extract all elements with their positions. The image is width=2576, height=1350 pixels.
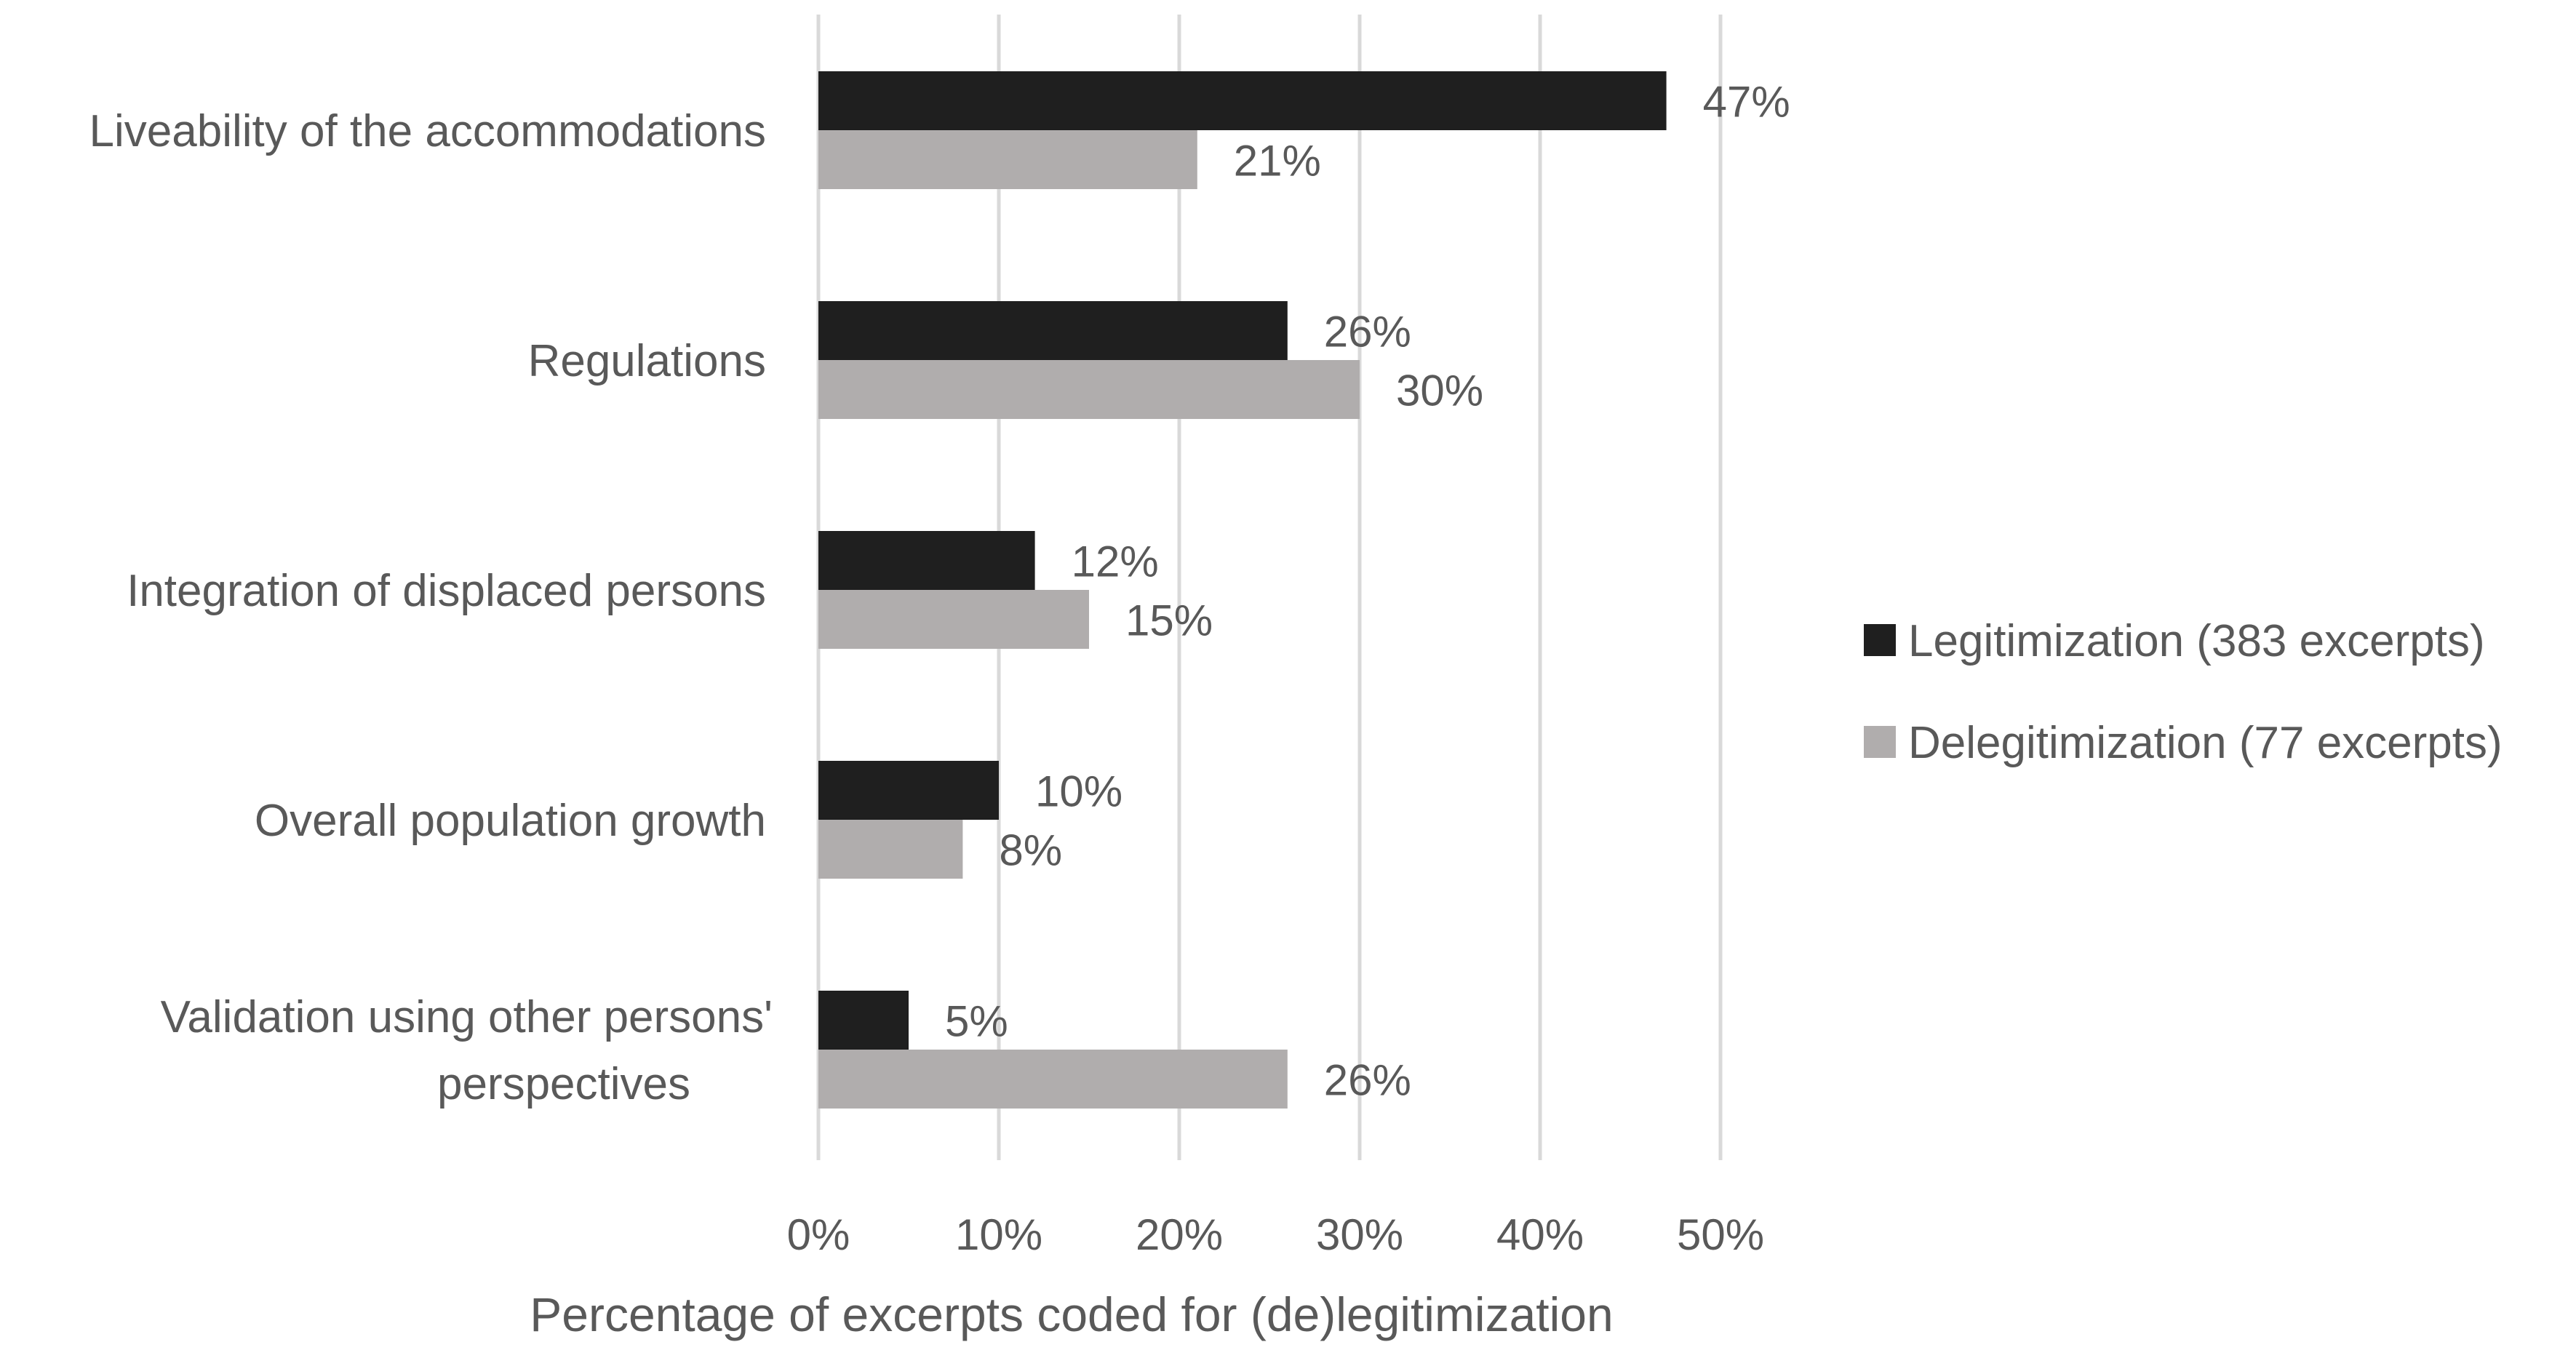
data-label: 26% <box>1324 1056 1411 1105</box>
bar-legitimization-1 <box>818 301 1288 360</box>
data-label: 5% <box>945 997 1008 1046</box>
x-tick-label: 10% <box>955 1210 1042 1259</box>
data-label: 10% <box>1035 767 1122 816</box>
bar-legitimization-2 <box>818 531 1035 590</box>
x-tick-label: 40% <box>1496 1210 1584 1259</box>
bar-legitimization-4 <box>818 991 909 1050</box>
bar-legitimization-3 <box>818 761 999 820</box>
category-label: Integration of displaced persons <box>127 566 766 616</box>
data-labels: 47% 21% 26% 30% 12% 15% 10% 8% 5% 26% <box>945 78 1790 1105</box>
x-tick-label: 0% <box>787 1210 850 1259</box>
x-tick-labels: 0% 10% 20% 30% 40% 50% <box>787 1210 1764 1259</box>
legend-swatch-legitimization <box>1864 624 1896 656</box>
data-label: 47% <box>1703 78 1790 127</box>
x-tick-label: 20% <box>1136 1210 1223 1259</box>
gridlines <box>816 15 1723 1160</box>
category-label: Regulations <box>528 336 766 386</box>
data-label: 21% <box>1234 137 1321 185</box>
bars <box>818 71 1667 1109</box>
bar-delegitimization-0 <box>818 130 1197 189</box>
legend-swatch-delegitimization <box>1864 726 1896 758</box>
legend: Legitimization (383 excerpts) Delegitimiz… <box>1864 616 2503 768</box>
x-tick-label: 30% <box>1316 1210 1403 1259</box>
category-labels: Liveability of the accommodations Regulat… <box>89 106 773 1109</box>
x-axis-title: Percentage of excerpts coded for (de)leg… <box>530 1287 1613 1341</box>
data-label: 30% <box>1396 367 1483 415</box>
legend-label: Legitimization (383 excerpts) <box>1908 616 2485 666</box>
bar-delegitimization-1 <box>818 360 1360 419</box>
data-label: 8% <box>999 826 1062 875</box>
bar-delegitimization-4 <box>818 1050 1288 1109</box>
x-tick-label: 50% <box>1677 1210 1764 1259</box>
category-label: Validation using other persons' <box>161 992 773 1042</box>
bar-delegitimization-2 <box>818 590 1089 649</box>
data-label: 26% <box>1324 308 1411 356</box>
category-label: perspectives <box>437 1059 690 1109</box>
legend-label: Delegitimization (77 excerpts) <box>1908 718 2503 768</box>
data-label: 15% <box>1125 596 1213 645</box>
bar-delegitimization-3 <box>818 820 963 879</box>
data-label: 12% <box>1072 538 1159 586</box>
category-label: Liveability of the accommodations <box>89 106 766 156</box>
bar-legitimization-0 <box>818 71 1667 130</box>
category-label: Overall population growth <box>255 796 766 846</box>
